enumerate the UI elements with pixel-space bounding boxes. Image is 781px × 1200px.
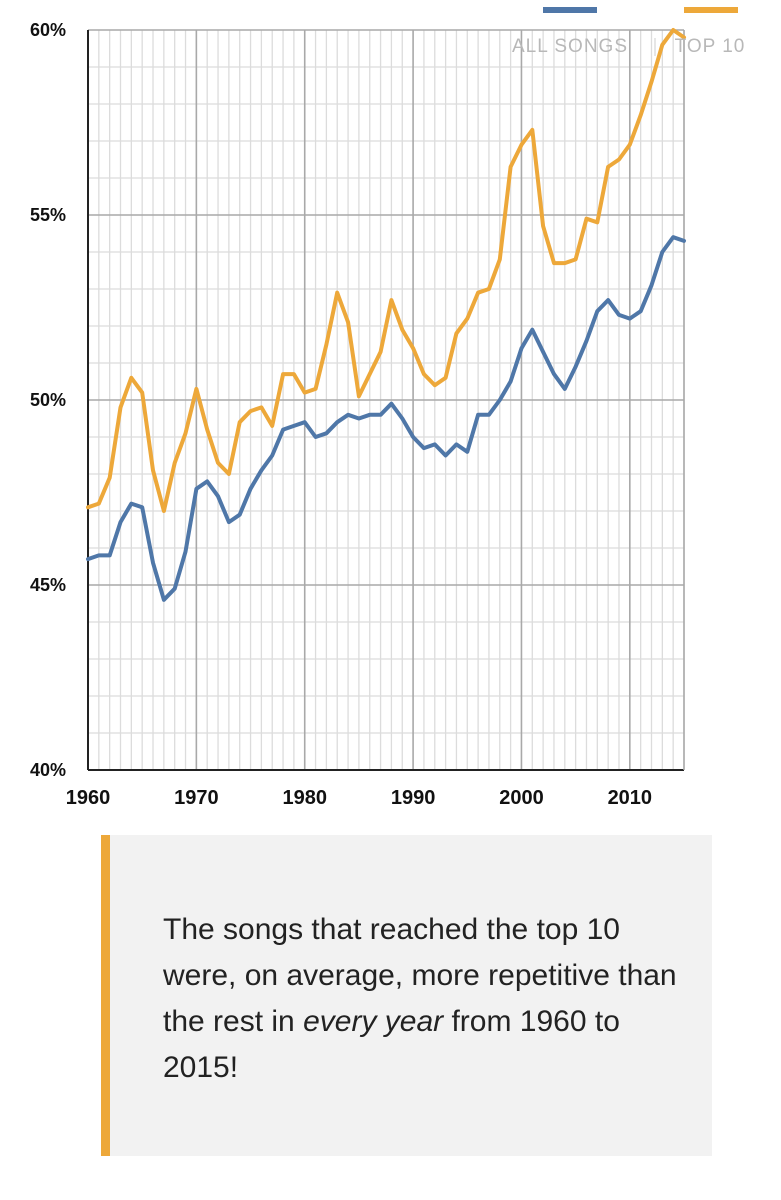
x-tick-label: 1960 <box>66 787 111 809</box>
legend-label-top-10: TOP 10 <box>675 36 746 57</box>
x-tick-labels: 1960 1970 1980 1990 2000 2010 <box>66 787 652 809</box>
line-chart: 40% 45% 50% 55% 60% 1960 1970 1980 1990 2000 2010… <box>30 7 746 809</box>
series-lines <box>86 28 686 602</box>
y-tick-label: 60% <box>30 20 66 40</box>
callout-text-after: from 1960 to 2015! <box>163 1005 620 1084</box>
axes <box>87 30 685 771</box>
y-tick-label: 55% <box>30 205 66 225</box>
callout-text: The songs that reached the top 10 were, … <box>163 907 683 1091</box>
y-tick-labels: 40% 45% 50% 55% 60% <box>30 20 66 780</box>
y-tick-label: 45% <box>30 575 66 595</box>
callout-text-before: The songs that reached the top 10 were, … <box>163 913 677 1038</box>
callout-text-emphasis: every year <box>303 1005 444 1038</box>
x-tick-label: 1990 <box>391 787 436 809</box>
legend-label-all-songs: ALL SONGS <box>512 36 628 57</box>
y-tick-label: 50% <box>30 390 66 410</box>
x-tick-label: 2010 <box>608 787 653 809</box>
series-line-all-songs <box>86 235 686 602</box>
x-tick-label: 1970 <box>174 787 219 809</box>
y-tick-label: 40% <box>30 760 66 780</box>
legend: ALL SONGS TOP 10 <box>512 7 746 57</box>
callout-accent-bar <box>101 835 110 1156</box>
callout-box: The songs that reached the top 10 were, … <box>101 835 712 1156</box>
series-line-top-10 <box>86 28 686 513</box>
x-tick-label: 2000 <box>499 787 544 809</box>
x-tick-label: 1980 <box>282 787 327 809</box>
